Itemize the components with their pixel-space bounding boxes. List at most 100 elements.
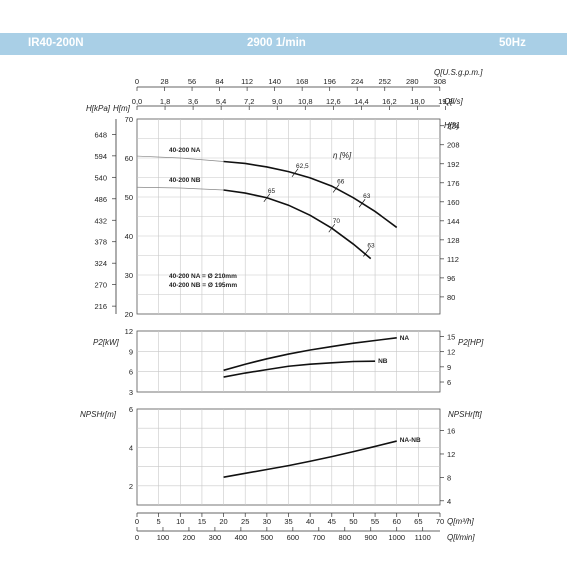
top-usgpm-label: Q[U.S.g.p.m.] — [434, 68, 483, 77]
npsh-m-tick-label: 6 — [129, 405, 133, 414]
head-m-tick-label: 60 — [125, 154, 133, 163]
top-ls-label: Q[l/s] — [444, 97, 463, 106]
npsh-ft-tick-label: 8 — [447, 473, 451, 482]
bottom-m3h-tick-label: 20 — [219, 517, 227, 526]
head-kpa-tick-label: 324 — [94, 259, 107, 268]
power-curve-na — [223, 336, 397, 372]
power-hp-tick-label: 6 — [447, 378, 451, 387]
head-curve-nb-extension — [136, 186, 224, 191]
top-ls-tick-label: 9,0 — [272, 97, 282, 106]
top-usgpm-tick-label: 56 — [188, 77, 196, 86]
efficiency-mark-label: 63 — [367, 242, 375, 249]
speed-label: 2900 1/min — [247, 37, 306, 49]
top-usgpm-tick-label: 196 — [323, 77, 336, 86]
bottom-m3h-tick-label: 5 — [157, 517, 161, 526]
head-kpa-tick-label: 648 — [94, 130, 107, 139]
bottom-lmin-tick-label: 1000 — [388, 533, 405, 542]
top-ls-tick-label: 1,8 — [160, 97, 170, 106]
top-ls-tick-label: 7,2 — [244, 97, 254, 106]
head-m-label: H[m] — [113, 104, 131, 113]
power-series-label: NA — [400, 335, 410, 342]
head-kpa-label: H[kPa] — [86, 104, 111, 113]
bottom-lmin-tick-label: 1100 — [415, 533, 431, 542]
npsh-m-tick-label: 4 — [129, 443, 133, 452]
power-curve-nb — [223, 360, 376, 378]
efficiency-mark-label: 62,5 — [296, 163, 309, 170]
bottom-lmin-tick-label: 0 — [135, 533, 139, 542]
head-kpa-tick-label: 270 — [94, 281, 107, 290]
head-ft-tick-label: 224 — [447, 122, 460, 131]
top-usgpm-tick-label: 308 — [434, 77, 447, 86]
top-ls-tick-label: 18,0 — [410, 97, 425, 106]
head-kpa-tick-label: 540 — [94, 173, 107, 182]
head-series-label: 40-200 NA — [169, 147, 201, 154]
bottom-m3h-tick-label: 55 — [371, 517, 379, 526]
power-hp-tick-label: 12 — [447, 348, 455, 357]
top-ls-tick-label: 5,4 — [216, 97, 226, 106]
chart-header: IR40-200N 2900 1/min 50Hz — [0, 33, 567, 55]
head-m-tick-label: 20 — [125, 310, 133, 319]
bottom-m3h-tick-label: 50 — [349, 517, 357, 526]
efficiency-mark-label: 66 — [337, 178, 345, 185]
head-kpa-tick-label: 432 — [94, 216, 107, 225]
bottom-m3h-tick-label: 10 — [176, 517, 184, 526]
bottom-lmin-tick-label: 700 — [313, 533, 326, 542]
npsh-ft-label: NPSHr[ft] — [448, 410, 483, 419]
head-ft-tick-label: 112 — [447, 255, 459, 264]
npsh-m-label: NPSHr[m] — [80, 410, 117, 419]
efficiency-mark — [263, 193, 271, 202]
top-ls-tick-label: 3,6 — [188, 97, 198, 106]
head-ft-tick-label: 96 — [447, 274, 455, 283]
top-usgpm-tick-label: 28 — [160, 77, 168, 86]
bottom-lmin-tick-label: 100 — [157, 533, 170, 542]
model-title: IR40-200N — [28, 37, 84, 49]
efficiency-mark — [328, 223, 336, 233]
bottom-lmin-tick-label: 900 — [364, 533, 377, 542]
top-usgpm-tick-label: 112 — [241, 77, 253, 86]
top-usgpm-tick-label: 168 — [296, 77, 309, 86]
head-ft-tick-label: 192 — [447, 160, 460, 169]
bottom-lmin-tick-label: 600 — [287, 533, 300, 542]
impeller-note-na: 40-200 NA = Ø 210mm — [169, 273, 237, 280]
head-m-tick-label: 50 — [125, 193, 133, 202]
bottom-m3h-tick-label: 65 — [414, 517, 422, 526]
head-kpa-tick-label: 594 — [94, 152, 107, 161]
bottom-lmin-label: Q[l/min] — [447, 533, 475, 542]
power-kw-tick-label: 9 — [129, 347, 133, 356]
npsh-curve — [223, 440, 397, 478]
efficiency-label: η [%] — [333, 151, 352, 160]
top-usgpm-tick-label: 252 — [378, 77, 391, 86]
bottom-lmin-tick-label: 800 — [339, 533, 352, 542]
head-ft-tick-label: 208 — [447, 141, 460, 150]
bottom-m3h-tick-label: 0 — [135, 517, 139, 526]
head-curve-nb — [223, 189, 372, 260]
efficiency-mark — [363, 248, 370, 257]
npsh-ft-tick-label: 16 — [447, 427, 455, 436]
efficiency-mark-label: 70 — [333, 218, 341, 225]
top-usgpm-tick-label: 84 — [215, 77, 223, 86]
power-hp-label: P2[HP] — [458, 338, 484, 347]
head-m-tick-label: 30 — [125, 271, 133, 280]
head-ft-label: H[ft] — [444, 121, 459, 130]
npsh-series-label: NA-NB — [400, 437, 421, 444]
bottom-lmin-tick-label: 500 — [261, 533, 274, 542]
head-ft-tick-label: 144 — [447, 217, 460, 226]
bottom-lmin-tick-label: 200 — [183, 533, 196, 542]
head-m-tick-label: 70 — [125, 115, 133, 124]
efficiency-mark — [291, 168, 299, 178]
top-ls-tick-label: 19,8 — [438, 97, 453, 106]
efficiency-mark — [358, 199, 366, 208]
npsh-ft-tick-label: 12 — [447, 450, 455, 459]
bottom-m3h-tick-label: 25 — [241, 517, 249, 526]
head-series-label: 40-200 NB — [169, 177, 201, 184]
power-series-label: NB — [378, 358, 388, 365]
efficiency-mark-label: 63 — [363, 193, 371, 200]
bottom-m3h-tick-label: 30 — [263, 517, 271, 526]
bottom-m3h-tick-label: 40 — [306, 517, 314, 526]
head-kpa-tick-label: 216 — [94, 302, 107, 311]
power-kw-tick-label: 3 — [129, 388, 133, 397]
top-usgpm-tick-label: 0 — [135, 77, 139, 86]
head-m-tick-label: 40 — [125, 232, 133, 241]
power-kw-tick-label: 6 — [129, 368, 133, 377]
